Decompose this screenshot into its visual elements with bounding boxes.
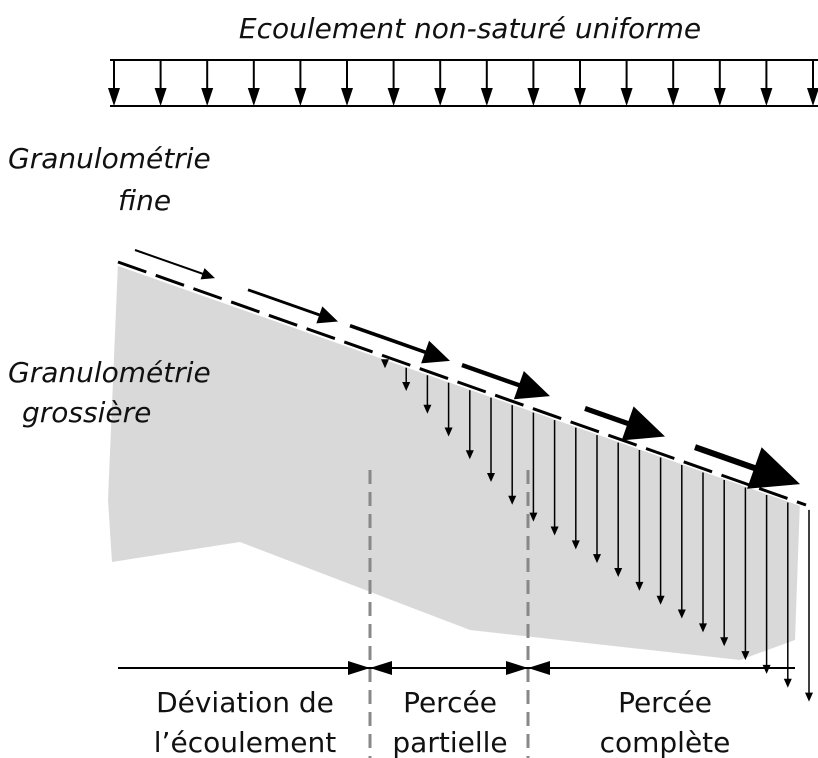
breakthrough-head: [741, 651, 750, 661]
rain-arrowhead: [201, 88, 214, 106]
rain-arrowhead: [527, 88, 540, 106]
lateral-flow-head: [316, 306, 338, 324]
breakthrough-head: [762, 664, 771, 674]
rain-arrowhead: [108, 88, 120, 106]
breakthrough-head: [614, 568, 623, 578]
zone-label: Percée: [403, 686, 497, 719]
lateral-flow: [584, 405, 634, 428]
lateral-flow-head: [747, 447, 800, 489]
breakthrough-head: [699, 623, 707, 633]
rain-arrowhead: [480, 88, 493, 106]
lateral-flow: [134, 249, 205, 276]
rain-arrowhead: [434, 88, 447, 106]
rain-arrowhead: [154, 88, 167, 106]
rain-arrowhead: [807, 88, 818, 106]
layer-label: fine: [118, 184, 171, 217]
lateral-flow: [694, 444, 762, 473]
zone-label: l’écoulement: [154, 726, 336, 758]
breakthrough-head: [444, 427, 453, 437]
coarse-layer: [108, 262, 800, 660]
breakthrough-head: [529, 512, 538, 522]
layer-label: grossière: [22, 396, 151, 429]
rain-arrowhead: [387, 88, 400, 106]
rain-arrowhead: [760, 88, 773, 106]
breakthrough-head: [402, 381, 411, 391]
lateral-flow: [461, 363, 524, 389]
breakthrough-head: [423, 404, 432, 414]
zone-label: complète: [600, 726, 731, 758]
lateral-flow-head: [200, 268, 215, 280]
breakthrough-head: [508, 495, 517, 505]
rain-arrowhead: [620, 88, 633, 106]
breakthrough-head: [635, 581, 644, 591]
breakthrough-head: [465, 450, 474, 460]
zone-label: partielle: [392, 726, 507, 758]
rain-arrowhead: [247, 88, 260, 106]
lateral-flow-head: [621, 406, 665, 441]
rain-arrowhead: [713, 88, 726, 106]
breakthrough-head: [571, 540, 580, 550]
lateral-flow: [247, 288, 323, 318]
breakthrough-head: [720, 637, 729, 647]
lateral-flow-head: [421, 340, 450, 364]
rain-arrowhead: [341, 88, 353, 106]
zone-arrowheads: [348, 661, 550, 675]
title: Ecoulement non-saturé uniforme: [239, 12, 701, 45]
layer-label: Granulométrie: [8, 356, 211, 389]
breakthrough-head: [805, 692, 813, 702]
zone-label: Percée: [618, 686, 712, 719]
breakthrough-head: [487, 472, 495, 482]
rain-arrowhead: [667, 88, 680, 106]
rain-arrowhead: [574, 88, 586, 106]
breakthrough-head: [677, 609, 686, 619]
lateral-flow: [349, 323, 429, 355]
breakthrough-head: [783, 678, 792, 688]
zone-label: Déviation de: [156, 686, 334, 719]
breakthrough-head: [593, 554, 601, 564]
breakthrough-head: [656, 595, 665, 605]
rain-arrowhead: [294, 88, 307, 106]
layer-label: Granulométrie: [8, 142, 211, 175]
breakthrough-head: [550, 526, 559, 536]
breakthrough-head: [381, 359, 389, 369]
interface-line: [117, 260, 807, 507]
lateral-flow-head: [513, 370, 550, 400]
